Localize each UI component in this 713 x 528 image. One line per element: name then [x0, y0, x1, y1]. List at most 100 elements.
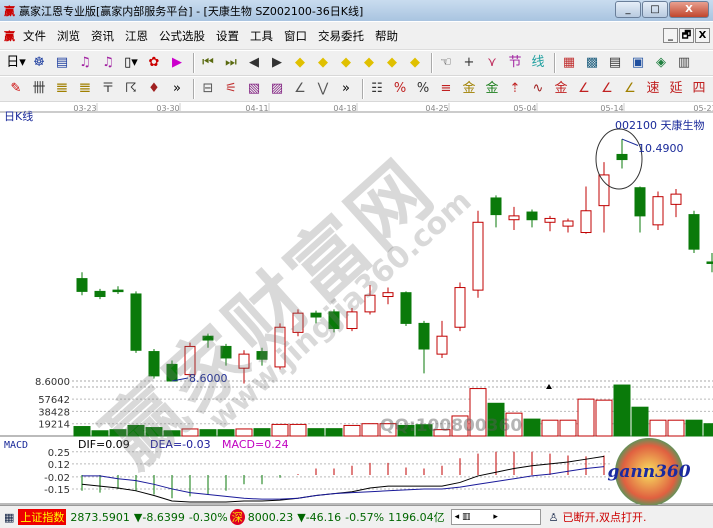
- angle-icon[interactable]: ∠: [294, 81, 306, 96]
- last-icon[interactable]: ⏭: [225, 55, 237, 70]
- volume-bar: [127, 424, 145, 437]
- connection-status[interactable]: 已断开,双点打开.: [562, 511, 647, 524]
- dea-label: DEA=-0.03: [150, 438, 211, 451]
- line-icon[interactable]: 线: [531, 55, 545, 70]
- fib-icon[interactable]: 〒: [101, 81, 115, 96]
- date-tick: 03-23: [73, 104, 96, 113]
- candle: [670, 193, 682, 205]
- strategy-icon[interactable]: ✿: [148, 55, 160, 70]
- report-icon[interactable]: ▤: [608, 55, 622, 70]
- mdi-restore-button[interactable]: 🗗: [679, 28, 694, 43]
- network-icon[interactable]: ◈: [656, 55, 666, 70]
- sz-index-value: 8000.23: [247, 510, 294, 524]
- f-angle-icon[interactable]: ∠: [601, 81, 613, 96]
- indicator9-icon[interactable]: ♫: [102, 55, 114, 70]
- gold-angle-icon[interactable]: ∠: [624, 81, 636, 96]
- close-button[interactable]: X: [669, 1, 709, 18]
- mdi-close-button[interactable]: X: [695, 28, 710, 43]
- menu-item-8[interactable]: 交易委托: [318, 28, 364, 43]
- wave-icon[interactable]: ⋁: [317, 81, 329, 96]
- gann360-logo: gann360: [607, 438, 691, 506]
- zoom-left-icon[interactable]: ◆: [295, 55, 305, 70]
- section-icon[interactable]: 节: [508, 55, 522, 70]
- wave-line-icon[interactable]: ∿: [532, 81, 544, 96]
- menu-item-9[interactable]: 帮助: [375, 28, 398, 43]
- indicator3-icon[interactable]: ♫: [79, 55, 91, 70]
- mdi-minimize-button[interactable]: _: [663, 28, 678, 43]
- table-icon[interactable]: ☷: [371, 81, 383, 96]
- gold-line-icon[interactable]: 金: [485, 81, 499, 96]
- gold-grid2-icon[interactable]: 𝌆: [79, 81, 91, 96]
- menu-item-6[interactable]: 工具: [250, 28, 273, 43]
- date-tick: 05-21: [693, 104, 713, 113]
- shrink-icon[interactable]: ◆: [364, 55, 374, 70]
- menu-item-7[interactable]: 窗口: [284, 28, 307, 43]
- calendar-icon[interactable]: ▦: [562, 55, 576, 70]
- left-icon[interactable]: ◀: [249, 55, 259, 70]
- speed-icon[interactable]: 速: [646, 81, 660, 96]
- time-icon[interactable]: 延: [669, 81, 683, 96]
- kline-chart[interactable]: 03-23 03-30 04-11 04-18 04-25 05-04 05-14 05-21…: [0, 103, 713, 506]
- gold-bar-icon[interactable]: 金: [554, 81, 568, 96]
- candle: [94, 290, 106, 298]
- grid-icon[interactable]: ▦: [4, 510, 15, 524]
- four-icon[interactable]: 四: [692, 81, 706, 96]
- volume-bar: [163, 430, 181, 437]
- pen-icon[interactable]: ✎: [10, 81, 22, 96]
- connection-icon: ♙: [548, 510, 559, 524]
- menu-item-1[interactable]: 浏览: [57, 28, 80, 43]
- fan-icon[interactable]: ⚟: [225, 81, 237, 96]
- period-day-icon[interactable]: 日▾: [6, 55, 26, 70]
- hand-icon[interactable]: ☜: [440, 55, 452, 70]
- first-icon[interactable]: ⏮: [202, 55, 214, 70]
- sz-index-pct: -0.57%: [345, 510, 385, 524]
- spiral-icon[interactable]: ☈: [125, 81, 137, 96]
- more-icon[interactable]: »: [173, 81, 181, 96]
- arrow-tool-icon[interactable]: ⇡: [509, 81, 521, 96]
- fill-icon[interactable]: ♦: [148, 81, 160, 96]
- parallel-lines-icon[interactable]: 卌: [32, 81, 46, 96]
- percent-line-icon[interactable]: ≡: [440, 81, 452, 96]
- flag-icon[interactable]: ▶: [172, 55, 182, 70]
- toolbar-separator: [362, 79, 364, 99]
- box-icon[interactable]: ⊟: [202, 81, 214, 96]
- right-icon[interactable]: ▶: [272, 55, 282, 70]
- menu-item-5[interactable]: 设置: [216, 28, 239, 43]
- j-angle-icon[interactable]: ∠: [578, 81, 590, 96]
- sh-index-label[interactable]: 上证指数: [18, 509, 67, 525]
- expand-h-icon[interactable]: ◆: [341, 55, 351, 70]
- status-scrollbar[interactable]: ◂ ▥ ▸: [450, 509, 541, 525]
- menu-item-3[interactable]: 江恩: [125, 28, 148, 43]
- candle: [634, 187, 646, 217]
- sh-index-change: ▼-8.6399: [133, 510, 185, 524]
- expand-icon[interactable]: ◆: [387, 55, 397, 70]
- maximize-button[interactable]: □: [642, 1, 668, 18]
- stock-label: 002100 天康生物: [615, 118, 705, 132]
- print-icon[interactable]: ▥: [677, 55, 691, 70]
- f10-icon[interactable]: ▤: [55, 55, 69, 70]
- minimize-button[interactable]: _: [615, 1, 641, 18]
- menu-bar: 赢 文件 浏览 资讯 江恩 公式选股 设置 工具 窗口 交易委托 帮助 _ 🗗 X: [0, 22, 713, 50]
- menu-item-0[interactable]: 文件: [23, 28, 46, 43]
- save-icon[interactable]: ▣: [631, 55, 645, 70]
- gann-box-icon[interactable]: ▧: [247, 81, 261, 96]
- gold-grid-icon[interactable]: 𝌆: [56, 81, 68, 96]
- zoom-right-icon[interactable]: ◆: [318, 55, 328, 70]
- calculator-icon[interactable]: ▩: [585, 55, 599, 70]
- volume-bar: [451, 415, 469, 437]
- expand-v-icon[interactable]: ◆: [410, 55, 420, 70]
- crosshair-icon[interactable]: +: [463, 55, 475, 70]
- gann-fan-icon[interactable]: ▨: [270, 81, 284, 96]
- analysis-icon[interactable]: ☸: [33, 55, 45, 70]
- percent-fan-icon[interactable]: %: [393, 81, 407, 96]
- volume-bar: [577, 398, 595, 437]
- volume-bar: [505, 412, 523, 437]
- candle: [382, 292, 394, 298]
- draw-line-icon[interactable]: ⋎: [487, 55, 497, 70]
- more2-icon[interactable]: »: [342, 81, 350, 96]
- menu-item-4[interactable]: 公式选股: [159, 28, 205, 43]
- menu-item-2[interactable]: 资讯: [91, 28, 114, 43]
- percent-icon[interactable]: %: [416, 81, 430, 96]
- gold-coin-icon[interactable]: 金: [462, 81, 476, 96]
- candle-type-icon[interactable]: ▯▾: [124, 55, 138, 70]
